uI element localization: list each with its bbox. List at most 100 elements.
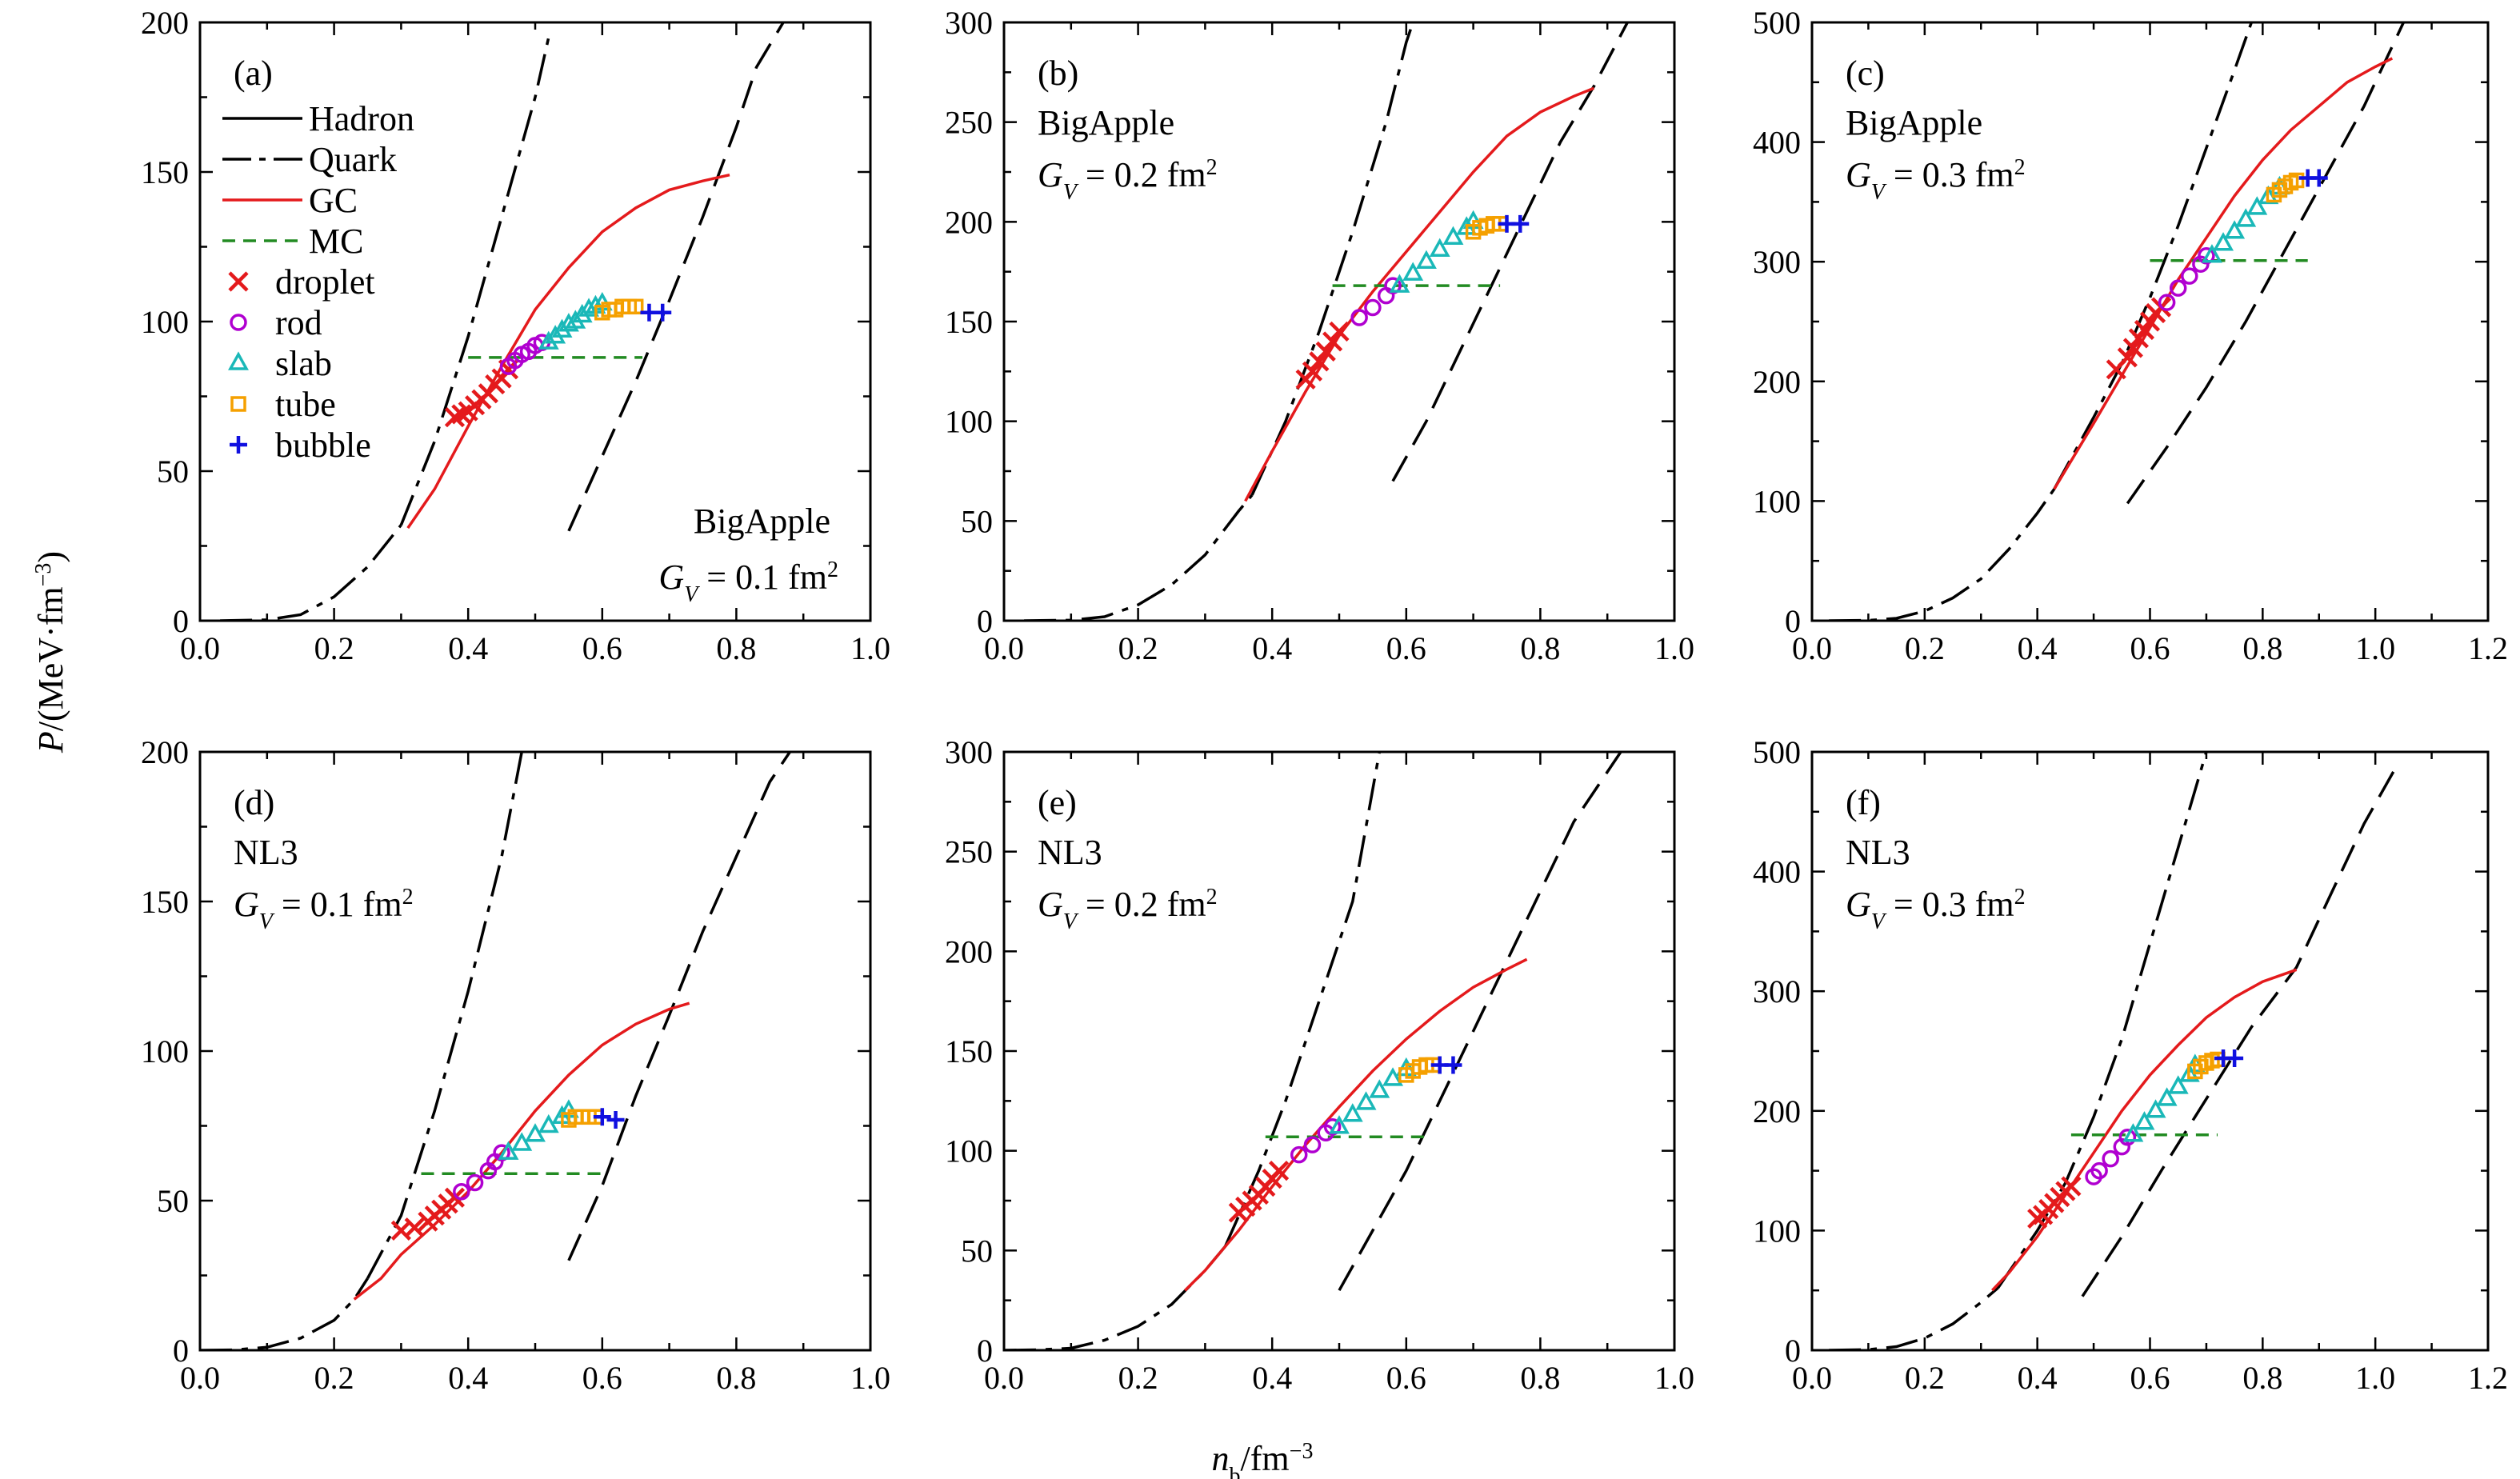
- x-tick-label: 0.4: [2018, 1360, 2058, 1396]
- legend-label: rod: [275, 303, 322, 342]
- rod-point: [493, 1144, 510, 1161]
- bubble-point: [2310, 169, 2328, 187]
- x-tick-label: 1.0: [2355, 1360, 2395, 1396]
- legend-entry-rod: rod: [230, 303, 322, 342]
- y-tick-label: 300: [945, 5, 993, 41]
- rod-markers: [499, 334, 551, 375]
- bubble-markers: [1498, 214, 1530, 233]
- model-label: BigApple: [1038, 103, 1174, 142]
- plot-frame: [1810, 21, 2490, 622]
- slab-point: [2145, 1099, 2166, 1118]
- x-tick-label: 0.2: [314, 1360, 354, 1396]
- plot-area: [1004, 752, 1622, 1350]
- legend-swatch: [228, 271, 249, 292]
- slab-point: [1402, 262, 1424, 281]
- bubble-markers: [593, 1108, 625, 1129]
- slab-point: [1369, 1079, 1390, 1098]
- rod-point: [1384, 277, 1402, 294]
- bubble-point: [606, 1111, 625, 1129]
- x-tick-label: 0.4: [448, 630, 488, 666]
- slab-point: [1429, 238, 1450, 257]
- panel-annotation: (b) BigApple GV = 0.2 fm2: [1038, 54, 1218, 205]
- bubble-markers: [2298, 169, 2328, 187]
- panel-label: (f): [1846, 783, 1881, 822]
- slab-point: [1389, 274, 1410, 293]
- x-tick-label: 0.6: [582, 630, 622, 666]
- slab-point: [538, 1113, 559, 1133]
- droplet-markers: [390, 1187, 466, 1241]
- x-tick-label: 0.4: [1252, 630, 1292, 666]
- model-label: NL3: [234, 833, 298, 872]
- panel-f: 0.0 0.2 0.4 0.6 0.8 1.0 1.2 0 100 200 300 400 500 (f)…: [1753, 734, 2508, 1396]
- gc-curve: [2053, 57, 2394, 490]
- y-tick-label: 200: [945, 204, 993, 240]
- x-tick-label: 1.2: [2468, 630, 2508, 666]
- x-tick-label: 0.2: [1905, 630, 1945, 666]
- coupling-label: GV = 0.1 fm2: [658, 558, 838, 607]
- rod-markers: [2158, 246, 2215, 311]
- droplet-point: [1329, 321, 1350, 342]
- plot-frame: [198, 21, 872, 622]
- gc-curve: [406, 173, 730, 530]
- droplet-point: [444, 1187, 466, 1208]
- rod-point: [1350, 309, 1368, 326]
- x-tick-label: 0.6: [582, 1360, 622, 1396]
- plot-frame: [1810, 750, 2490, 1352]
- panel-label: (b): [1038, 54, 1078, 93]
- rod-markers: [453, 1144, 510, 1201]
- legend-swatch: [230, 314, 247, 331]
- slab-point: [498, 1141, 519, 1160]
- rod-point: [1364, 298, 1382, 317]
- x-tick-label: 0.4: [1252, 1360, 1292, 1396]
- ticks: 0.0 0.2 0.4 0.6 0.8 1.0 0 50 100 150 200 250 300: [945, 5, 1694, 666]
- x-tick-label: 0.6: [2130, 1360, 2170, 1396]
- rod-markers: [1290, 1117, 1342, 1164]
- slab-point: [2246, 196, 2268, 215]
- slab-point: [2156, 1087, 2178, 1106]
- legend-swatch: [230, 436, 247, 454]
- quark-curve: [2053, 22, 2253, 490]
- panel-b: 0.0 0.2 0.4 0.6 0.8 1.0 0 50 100 150 200 250 300 (b) B…: [945, 5, 1694, 666]
- y-tick-label: 250: [945, 105, 993, 141]
- y-tick-label: 100: [1753, 1213, 1801, 1249]
- legend-label: Quark: [309, 140, 397, 179]
- plot-frame: [1002, 750, 1676, 1352]
- y-tick-label: 150: [141, 884, 189, 920]
- y-tick-label: 50: [157, 1183, 189, 1219]
- rod-point: [2158, 294, 2176, 311]
- droplet-markers: [2106, 297, 2172, 380]
- panels: 0.0 0.2 0.4 0.6 0.8 1.0 0 50 100 150 200 (a) BigAppl…: [141, 5, 2508, 1396]
- tube-markers: [2187, 1051, 2226, 1080]
- droplet-point: [1309, 351, 1330, 372]
- bubble-markers: [2214, 1049, 2244, 1067]
- panel-label: (c): [1846, 54, 1885, 93]
- legend-swatch: [228, 351, 249, 370]
- legend-entry-mc: MC: [222, 222, 363, 261]
- tube-markers: [594, 298, 644, 321]
- x-tick-label: 1.0: [1654, 630, 1694, 666]
- x-tick-label: 1.0: [2355, 630, 2395, 666]
- model-label: NL3: [1846, 833, 1910, 872]
- y-tick-label: 100: [141, 1033, 189, 1069]
- bubble-point: [654, 303, 672, 322]
- droplet-markers: [1295, 321, 1350, 390]
- gc-curve: [1991, 968, 2298, 1292]
- legend-label: tube: [275, 385, 336, 424]
- droplet-markers: [444, 359, 519, 428]
- droplet-point: [404, 1217, 425, 1238]
- y-tick-label: 300: [1753, 973, 1801, 1009]
- x-axis-title-exponent: −3: [1290, 1439, 1314, 1464]
- slab-point: [2235, 208, 2257, 227]
- slab-point: [1329, 1115, 1350, 1134]
- slab-point: [2122, 1123, 2144, 1142]
- bubble-markers: [640, 303, 672, 322]
- rod-markers: [2085, 1128, 2137, 1185]
- y-axis-title-symbol: P: [31, 731, 70, 753]
- droplet-markers: [1228, 1161, 1290, 1223]
- y-tick-label: 50: [961, 1233, 993, 1269]
- rod-point: [2102, 1149, 2119, 1168]
- y-tick-label: 0: [173, 1333, 189, 1369]
- x-axis-title-subscript: b: [1230, 1464, 1241, 1479]
- quark-curve: [1996, 752, 2208, 1289]
- slab-markers: [2122, 1053, 2206, 1142]
